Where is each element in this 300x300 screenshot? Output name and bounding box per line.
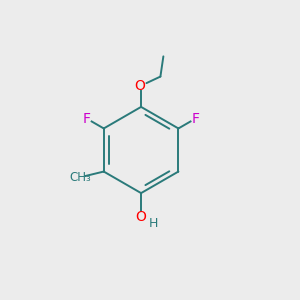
Text: F: F bbox=[191, 112, 199, 126]
Text: F: F bbox=[83, 112, 91, 126]
Text: CH₃: CH₃ bbox=[69, 171, 91, 184]
Text: O: O bbox=[136, 210, 146, 224]
Text: O: O bbox=[134, 79, 145, 92]
Text: H: H bbox=[148, 217, 158, 230]
